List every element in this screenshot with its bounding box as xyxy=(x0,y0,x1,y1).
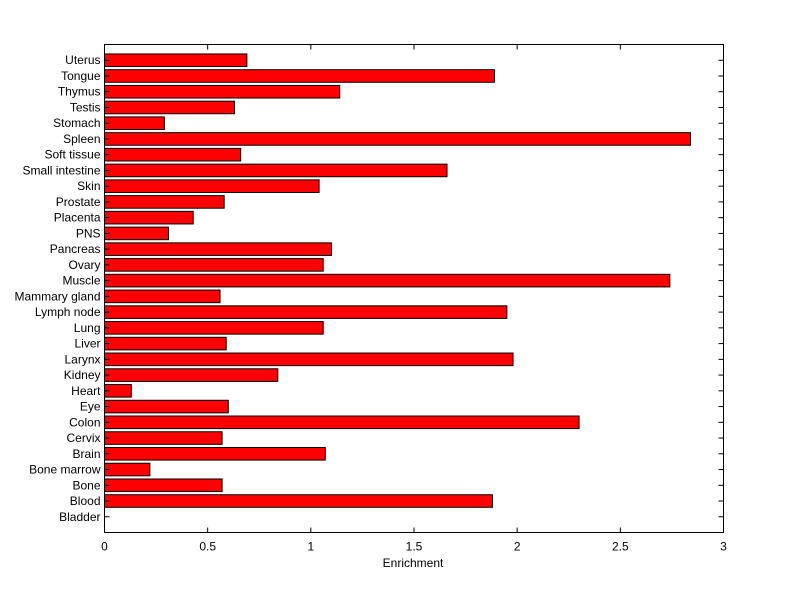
bar-skin xyxy=(104,179,320,193)
x-tick-label-1: 0.5 xyxy=(199,540,216,554)
x-tick-label-4: 2 xyxy=(514,540,521,554)
bar-cervix xyxy=(104,431,223,445)
y-tick-label-prostate: Prostate xyxy=(56,195,101,209)
bar-lung xyxy=(104,321,324,335)
bar-bone xyxy=(104,478,223,493)
bar-larynx xyxy=(104,352,514,367)
y-tick-label-colon: Colon xyxy=(69,415,100,429)
bar-testis xyxy=(104,100,235,115)
bar-tongue xyxy=(104,69,495,83)
y-tick-label-eye: Eye xyxy=(80,400,101,414)
bar-spleen xyxy=(104,132,691,146)
y-tick-label-larynx: Larynx xyxy=(64,352,100,366)
bar-colon xyxy=(104,415,580,430)
y-tick-label-uterus: Uterus xyxy=(65,53,100,67)
bar-bone-marrow xyxy=(104,462,151,477)
y-tick-label-brain: Brain xyxy=(72,447,100,461)
bar-thymus xyxy=(104,84,341,99)
y-tick-label-tongue: Tongue xyxy=(61,69,101,83)
bar-small-intestine xyxy=(104,163,448,178)
y-tick-label-stomach: Stomach xyxy=(53,116,100,130)
bar-prostate xyxy=(104,195,225,209)
y-tick-label-bone: Bone xyxy=(72,478,100,492)
y-tick-label-thymus: Thymus xyxy=(58,85,101,99)
bar-mammary-gland xyxy=(104,289,221,304)
y-tick-label-lung: Lung xyxy=(74,321,101,335)
y-tick-label-spleen: Spleen xyxy=(63,132,100,146)
y-tick-label-testis: Testis xyxy=(70,100,101,114)
y-tick-label-mammary-gland: Mammary gland xyxy=(14,289,100,303)
ticks-layer xyxy=(104,44,724,533)
bar-lymph-node xyxy=(104,305,508,319)
y-tick-label-liver: Liver xyxy=(74,337,100,351)
bar-brain xyxy=(104,446,326,461)
y-tick-label-pns: PNS xyxy=(76,226,101,240)
x-tick-label-6: 3 xyxy=(720,540,727,554)
bar-pns xyxy=(104,226,169,241)
x-tick-label-5: 2.5 xyxy=(612,540,629,554)
y-tick-label-small-intestine: Small intestine xyxy=(22,163,100,177)
bar-blood xyxy=(104,494,493,508)
y-tick-label-ovary: Ovary xyxy=(68,258,100,272)
bar-uterus xyxy=(104,53,248,68)
bar-pancreas xyxy=(104,242,332,256)
bar-placenta xyxy=(104,210,194,225)
y-tick-label-lymph-node: Lymph node xyxy=(35,305,101,319)
y-tick-label-bone-marrow: Bone marrow xyxy=(29,463,101,477)
bar-ovary xyxy=(104,258,324,272)
x-tick-label-0: 0 xyxy=(101,540,108,554)
bar-muscle xyxy=(104,273,671,288)
bar-soft-tissue xyxy=(104,147,242,162)
bar-liver xyxy=(104,336,227,351)
y-tick-label-skin: Skin xyxy=(77,179,100,193)
bar-stomach xyxy=(104,116,165,131)
y-tick-label-blood: Blood xyxy=(70,494,101,508)
y-tick-label-soft-tissue: Soft tissue xyxy=(44,148,100,162)
x-axis-title: Enrichment xyxy=(383,556,444,570)
y-tick-label-heart: Heart xyxy=(71,384,101,398)
y-tick-label-muscle: Muscle xyxy=(62,274,100,288)
y-tick-label-pancreas: Pancreas xyxy=(50,242,101,256)
bar-kidney xyxy=(104,368,279,382)
bars-layer xyxy=(104,53,691,508)
bar-eye xyxy=(104,399,229,414)
y-tick-label-cervix: Cervix xyxy=(66,431,100,445)
y-tick-label-placenta: Placenta xyxy=(54,211,101,225)
x-tick-label-3: 1.5 xyxy=(406,540,423,554)
y-tick-label-bladder: Bladder xyxy=(59,510,100,524)
x-tick-label-2: 1 xyxy=(307,540,314,554)
y-tick-label-kidney: Kidney xyxy=(64,368,101,382)
